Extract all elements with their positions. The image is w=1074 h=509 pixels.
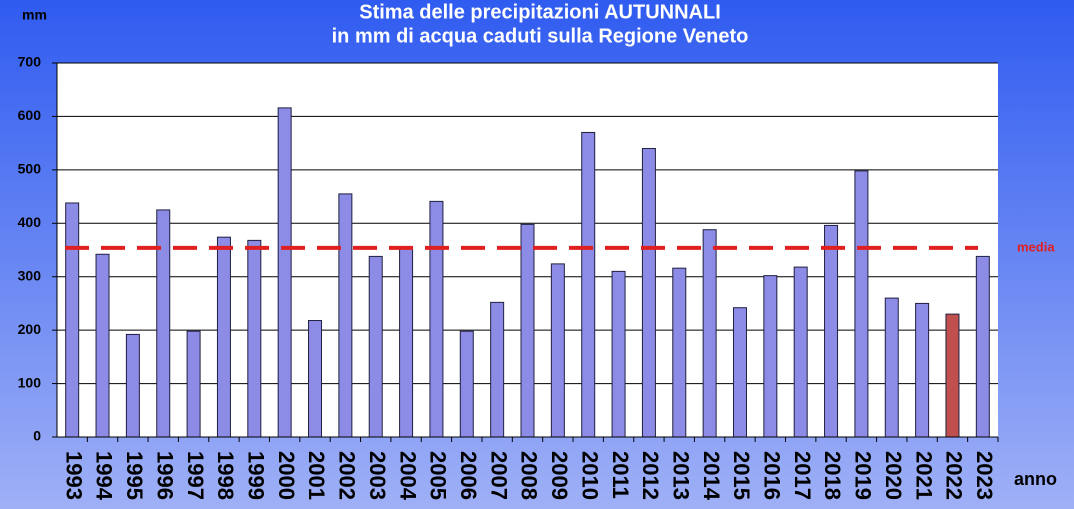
bar	[915, 302, 930, 438]
bar	[125, 333, 140, 438]
bar	[763, 275, 778, 438]
x-tick-label: 2015	[729, 451, 754, 500]
bar	[550, 263, 565, 438]
bar	[459, 330, 474, 438]
y-axis-label: mm	[22, 7, 47, 23]
x-tick-label: 1996	[152, 451, 177, 500]
x-tick-label: 2011	[608, 451, 633, 499]
chart-subtitle: in mm di acqua caduti sulla Regione Vene…	[332, 25, 749, 47]
x-tick-label: 2002	[335, 451, 360, 500]
x-tick-label: 2018	[820, 451, 845, 500]
x-tick-label: 2003	[365, 451, 390, 500]
x-tick-label: 2000	[274, 451, 299, 500]
y-tick-label: 600	[18, 107, 42, 123]
bar	[277, 107, 292, 438]
y-tick-label: 100	[18, 374, 42, 390]
y-tick-label: 400	[18, 214, 42, 230]
x-tick-label: 1999	[243, 451, 268, 500]
bar	[611, 270, 626, 438]
bar	[399, 248, 414, 438]
bar	[490, 301, 505, 438]
x-tick-label: 2017	[790, 451, 815, 500]
bar	[854, 170, 869, 438]
bar	[216, 236, 231, 438]
x-tick-label: 2014	[699, 451, 724, 501]
bar	[156, 209, 171, 438]
x-tick-label: 2022	[942, 451, 967, 500]
bar	[65, 202, 80, 438]
bar	[793, 266, 808, 438]
x-tick-label: 2016	[760, 451, 785, 500]
bar	[824, 224, 839, 438]
x-tick-label: 2004	[395, 451, 420, 501]
bar	[732, 307, 747, 438]
bar	[520, 223, 535, 438]
x-tick-label: 1995	[122, 451, 147, 500]
bar	[672, 267, 687, 438]
bar	[945, 313, 960, 438]
x-tick-label: 2012	[638, 451, 663, 500]
x-tick-label: 1994	[92, 451, 117, 501]
bar	[247, 239, 262, 438]
x-axis-label: anno	[1014, 469, 1057, 489]
bar	[368, 255, 383, 438]
bar	[975, 255, 990, 438]
x-tick-label: 2007	[486, 451, 511, 500]
x-tick-label: 2001	[304, 451, 329, 500]
x-tick-label: 2010	[577, 451, 602, 500]
chart-title: Stima delle precipitazioni AUTUNNALI	[359, 1, 721, 23]
x-tick-label: 2008	[517, 451, 542, 500]
y-tick-label: 0	[33, 428, 41, 444]
bar	[641, 147, 656, 438]
bar	[884, 297, 899, 438]
y-tick-label: 700	[18, 54, 42, 70]
x-tick-label: 1998	[213, 451, 238, 500]
bar	[429, 200, 444, 438]
x-tick-label: 2020	[881, 451, 906, 500]
bar	[702, 229, 717, 438]
reference-label: media	[1017, 239, 1055, 254]
bar	[338, 193, 353, 438]
x-tick-label: 1997	[183, 451, 208, 500]
y-tick-label: 500	[18, 161, 42, 177]
bar	[95, 253, 110, 438]
y-tick-label: 200	[18, 321, 42, 337]
y-tick-label: 300	[18, 267, 42, 283]
x-tick-label: 2021	[911, 451, 936, 500]
x-tick-label: 2013	[668, 451, 693, 500]
x-tick-label: 2006	[456, 451, 481, 500]
x-tick-label: 2005	[426, 451, 451, 500]
bar	[308, 320, 323, 438]
x-tick-label: 1993	[61, 451, 86, 500]
x-tick-label: 2023	[972, 451, 997, 500]
bar	[186, 330, 201, 438]
x-tick-label: 2009	[547, 451, 572, 500]
bar	[581, 131, 596, 438]
x-tick-label: 2019	[851, 451, 876, 500]
